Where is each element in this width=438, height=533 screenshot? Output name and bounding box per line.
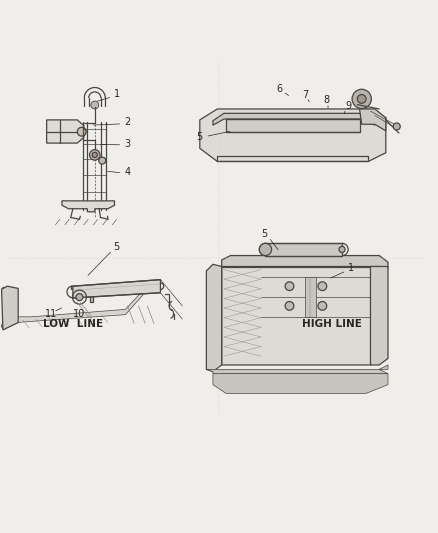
Polygon shape: [212, 374, 387, 393]
Text: HIGH LINE: HIGH LINE: [302, 319, 361, 329]
Circle shape: [317, 282, 326, 290]
Circle shape: [99, 157, 106, 164]
Circle shape: [92, 152, 97, 158]
Bar: [252, 146, 276, 154]
Bar: [373, 329, 381, 336]
Bar: [373, 311, 381, 318]
Polygon shape: [206, 264, 221, 372]
Bar: [373, 294, 381, 301]
Text: 5: 5: [196, 132, 202, 142]
Circle shape: [351, 89, 371, 109]
Circle shape: [76, 294, 83, 301]
Text: 8: 8: [323, 95, 329, 105]
Bar: [373, 346, 381, 353]
Polygon shape: [206, 365, 387, 374]
Polygon shape: [71, 286, 92, 302]
Circle shape: [392, 123, 399, 130]
Polygon shape: [46, 120, 84, 143]
Circle shape: [285, 302, 293, 310]
Polygon shape: [221, 255, 387, 269]
Polygon shape: [73, 280, 160, 298]
Polygon shape: [226, 119, 359, 132]
Polygon shape: [359, 109, 385, 131]
Circle shape: [89, 150, 100, 160]
Text: 11: 11: [45, 309, 57, 319]
Polygon shape: [304, 278, 315, 317]
Text: 5: 5: [261, 229, 267, 239]
Polygon shape: [370, 266, 387, 365]
Circle shape: [259, 243, 271, 255]
Circle shape: [357, 94, 365, 103]
Circle shape: [338, 246, 344, 253]
Bar: [373, 276, 381, 283]
Text: 10: 10: [73, 309, 85, 319]
Polygon shape: [62, 201, 114, 212]
Text: 9: 9: [345, 101, 351, 111]
Text: 4: 4: [124, 167, 131, 177]
Polygon shape: [212, 114, 374, 125]
Polygon shape: [16, 290, 143, 322]
Polygon shape: [199, 109, 385, 161]
Circle shape: [77, 127, 86, 136]
Circle shape: [285, 282, 293, 290]
Bar: [313, 146, 337, 154]
Text: 3: 3: [124, 139, 131, 149]
Text: 5: 5: [113, 242, 120, 252]
Bar: [223, 278, 261, 358]
Circle shape: [317, 302, 326, 310]
Text: 1: 1: [113, 88, 120, 99]
Text: 2: 2: [124, 117, 131, 127]
Polygon shape: [265, 243, 341, 255]
Text: 6: 6: [276, 84, 282, 94]
Text: LOW  LINE: LOW LINE: [43, 319, 103, 329]
Polygon shape: [221, 266, 378, 365]
Circle shape: [91, 101, 99, 109]
Text: 1: 1: [347, 263, 353, 273]
Text: 7: 7: [301, 90, 307, 100]
Polygon shape: [2, 286, 18, 330]
